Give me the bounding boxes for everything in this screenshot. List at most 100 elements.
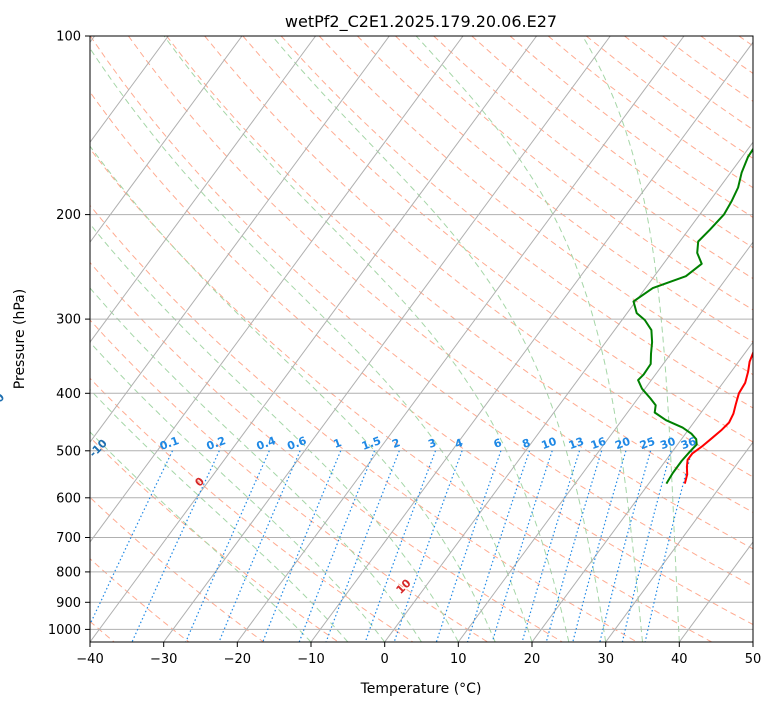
dry-adiabat-line [90, 319, 488, 642]
isotherm-line [90, 36, 243, 244]
mixing-ratio-line [393, 450, 463, 642]
mixing-ratio-line [435, 450, 502, 642]
dry-adiabat-line [204, 36, 753, 478]
isotherm-line [90, 36, 317, 343]
x-tick-label: 10 [450, 652, 467, 667]
moist-adiabat-line [90, 47, 533, 642]
temperature-profile-line [683, 350, 753, 484]
isotherm-line [457, 241, 753, 642]
moist-adiabat-line [90, 431, 312, 642]
x-tick-label: −30 [150, 652, 177, 667]
y-tick-label: 800 [56, 565, 81, 580]
x-tick-label: −20 [224, 652, 251, 667]
y-tick-label: 1000 [48, 623, 81, 638]
mixing-ratio-label: 0.1 [158, 434, 181, 453]
mixing-ratio-label: 20 [613, 435, 632, 453]
y-tick-label: 700 [56, 531, 81, 546]
dry-adiabat-line [280, 36, 753, 409]
dry-adiabat-line [90, 36, 753, 587]
dry-adiabat-label: -20 [0, 390, 7, 413]
isotherm-line [90, 36, 538, 642]
dry-adiabat-line [624, 36, 753, 131]
mixing-ratio-label: 16 [589, 435, 608, 453]
mixing-ratio-label: 36 [679, 435, 698, 453]
dry-adiabat-line [90, 436, 339, 642]
mixing-ratio-line [325, 450, 400, 642]
mixing-ratio-line [644, 450, 693, 642]
mixing-ratio-label: 3 [426, 436, 438, 451]
mixing-ratio-label: 30 [658, 435, 677, 453]
mixing-ratio-line [218, 450, 301, 642]
mixing-ratio-line [262, 450, 342, 642]
mixing-ratio-label: 8 [520, 436, 532, 451]
dry-adiabat-line [90, 204, 638, 642]
chart-title: wetPf2_C2E1.2025.179.20.06.E27 [285, 12, 557, 32]
isotherm-line [384, 141, 753, 642]
profile-lines [632, 147, 753, 485]
dry-adiabat-label: 10 [394, 576, 414, 596]
moist-adiabat-line [90, 341, 386, 642]
dry-adiabat-line [738, 36, 753, 47]
dry-adiabat-line [471, 36, 753, 249]
x-tick-label: 40 [671, 652, 688, 667]
background-lines [90, 36, 753, 642]
line-labels: 0.10.20.40.611.52346810131620253036-100-… [0, 390, 698, 596]
x-tick-label: 0 [381, 652, 389, 667]
dry-adiabat-line [547, 36, 753, 189]
moist-adiabat-line [582, 36, 680, 642]
y-tick-label: 100 [56, 30, 81, 45]
dewpoint-profile-line [632, 147, 753, 485]
dry-adiabat-line [662, 36, 753, 102]
y-tick-label: 900 [56, 596, 81, 611]
dry-adiabat-line [509, 36, 753, 218]
mixing-ratio-line [599, 450, 652, 642]
dry-adiabat-line [90, 261, 563, 642]
mixing-ratio-label: 1 [332, 436, 344, 451]
moist-adiabat-line [271, 36, 607, 642]
isotherm-line [310, 41, 753, 642]
mixing-ratio-line [521, 450, 581, 642]
isotherm-line [752, 641, 753, 642]
isotherm-line [236, 36, 685, 642]
mixing-ratio-line [621, 450, 672, 642]
dry-adiabat-line [90, 91, 753, 626]
mixing-ratio-label: 0.4 [255, 434, 278, 453]
mixing-ratio-line [572, 450, 627, 642]
x-axis-title: Temperature (°C) [360, 681, 482, 697]
y-tick-label: 200 [56, 208, 81, 223]
y-axis-title: Pressure (hPa) [12, 289, 28, 389]
mixing-ratio-line [131, 450, 220, 642]
isotherm-line [90, 36, 169, 144]
mixing-ratio-label: 0.6 [286, 434, 309, 453]
isotherm-line [90, 36, 390, 443]
mixing-ratio-label: 0.2 [205, 434, 228, 453]
dry-adiabat-line [242, 36, 753, 443]
moist-adiabat-line [163, 36, 570, 642]
mixing-ratio-label: 4 [453, 436, 465, 451]
isotherm-line [531, 341, 753, 642]
dry-adiabat-line [90, 558, 190, 642]
plot-frame [89, 35, 754, 643]
y-tick-label: 400 [56, 387, 81, 402]
mixing-ratio-line [90, 450, 174, 626]
axis-ticks: −40 −30 −20 −10 0 10 20 30 40 5010020030040050060… [48, 30, 761, 668]
mixing-ratio-line [298, 450, 376, 642]
dry-adiabat-line [700, 36, 753, 75]
isotherm-line [90, 36, 464, 543]
isotherm-line [163, 36, 611, 642]
x-tick-label: −10 [297, 652, 324, 667]
moist-adiabat-line [90, 287, 422, 642]
moist-adiabat-line [415, 36, 643, 642]
dry-adiabat-line [166, 36, 753, 513]
mixing-ratio-label: 6 [492, 436, 504, 451]
x-tick-label: 30 [597, 652, 614, 667]
dry-adiabat-line [395, 36, 753, 311]
mixing-ratio-label: 1.5 [360, 434, 383, 453]
mixing-ratio-line [545, 450, 603, 642]
dry-adiabat-line [433, 36, 753, 280]
dry-adiabat-line [90, 496, 264, 642]
isotherm-line [678, 541, 753, 642]
dry-adiabat-line [90, 147, 712, 642]
moist-adiabat-line [90, 388, 349, 642]
